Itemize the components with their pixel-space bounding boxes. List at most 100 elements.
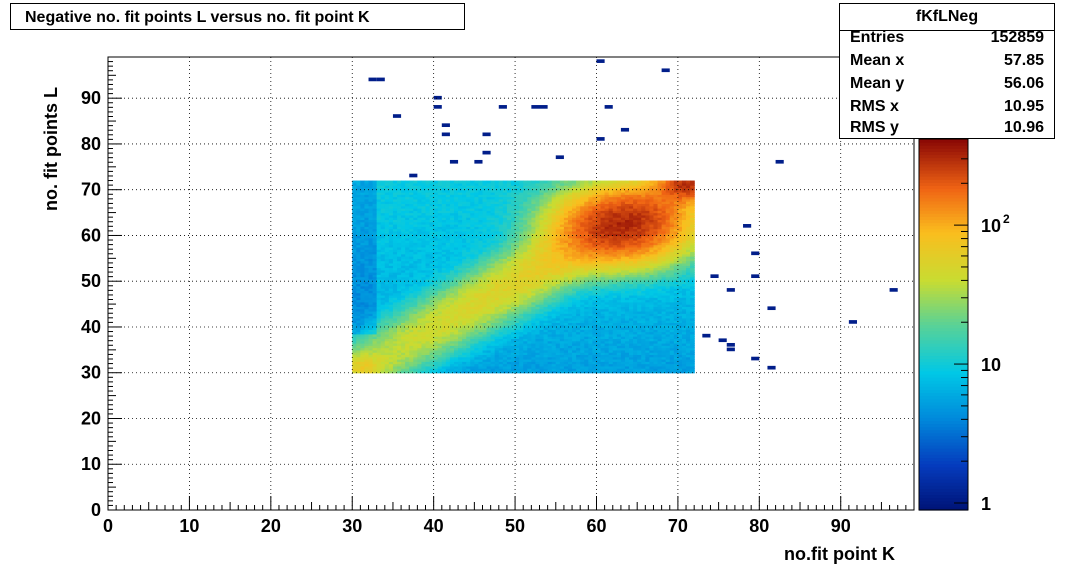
- heatmap-bin: [486, 333, 492, 337]
- heatmap-bin: [401, 345, 406, 349]
- heatmap-bin: [384, 370, 390, 374]
- heatmap-bin: [531, 276, 537, 280]
- heatmap-bin: [384, 272, 390, 275]
- heatmap-bin: [515, 233, 520, 237]
- heatmap-bin: [498, 292, 504, 296]
- heatmap-bin: [531, 338, 537, 342]
- heatmap-bin: [445, 267, 451, 271]
- heatmap-bin: [511, 182, 516, 186]
- heatmap-bin: [437, 258, 443, 262]
- heatmap-bin: [531, 285, 537, 289]
- heatmap-bin: [559, 210, 565, 214]
- heatmap-bin: [421, 294, 427, 298]
- heatmap-bin: [486, 315, 492, 319]
- heatmap-bin: [409, 210, 414, 214]
- heatmap-bin: [429, 278, 435, 282]
- heatmap-bin: [392, 272, 398, 275]
- heatmap-bin: [539, 228, 545, 232]
- heatmap-bin: [449, 352, 455, 356]
- heatmap-bin: [376, 203, 382, 207]
- heatmap-bin: [502, 249, 508, 253]
- heatmap-bin: [466, 210, 471, 214]
- heatmap-bin: [417, 329, 423, 333]
- heatmap-bin: [458, 233, 463, 237]
- heatmap-bin: [551, 196, 557, 200]
- heatmap-bin: [388, 230, 394, 234]
- heatmap-bin: [392, 260, 398, 264]
- heatmap-bin: [539, 352, 545, 356]
- heatmap-bin: [580, 242, 585, 246]
- heatmap-bin: [449, 212, 455, 216]
- heatmap-bin: [563, 288, 569, 291]
- heatmap-bin: [563, 217, 569, 221]
- heatmap-bin: [401, 359, 406, 362]
- heatmap-bin: [384, 361, 390, 365]
- heatmap-bin: [559, 290, 565, 294]
- heatmap-bin: [580, 317, 585, 321]
- heatmap-bin: [356, 262, 361, 266]
- heatmap-bin: [511, 205, 516, 209]
- heatmap-bin: [576, 359, 581, 362]
- heatmap-bin: [392, 331, 398, 335]
- heatmap-bin: [584, 249, 589, 253]
- heatmap-bin: [405, 265, 410, 269]
- heatmap-bin: [498, 338, 504, 342]
- heatmap-bin: [368, 368, 374, 372]
- heatmap-bin: [421, 288, 427, 291]
- heatmap-bin: [405, 191, 410, 195]
- heatmap-bin: [388, 276, 394, 280]
- heatmap-bin: [401, 281, 406, 285]
- heatmap-bin: [356, 256, 361, 259]
- heatmap-bin: [356, 219, 361, 223]
- heatmap-bin: [470, 313, 475, 317]
- heatmap-bin: [368, 219, 374, 223]
- heatmap-bin: [523, 299, 528, 303]
- heatmap-bin: [502, 235, 508, 239]
- heatmap-bin: [563, 281, 569, 285]
- heatmap-bin: [360, 297, 366, 301]
- heatmap-bin: [376, 356, 382, 360]
- heatmap-bin: [388, 333, 394, 337]
- heatmap-bin: [433, 363, 439, 367]
- heatmap-bin: [547, 331, 553, 335]
- heatmap-bin: [429, 214, 435, 218]
- heatmap-bin: [421, 361, 427, 365]
- heatmap-bin: [502, 363, 508, 367]
- heatmap-bin: [356, 278, 361, 282]
- heatmap-bin: [580, 237, 585, 241]
- heatmap-bin: [584, 278, 589, 282]
- heatmap-bin: [401, 301, 406, 305]
- heatmap-bin: [543, 228, 549, 232]
- heatmap-bin: [388, 288, 394, 291]
- heatmap-bin: [433, 313, 439, 317]
- heatmap-bin: [588, 370, 594, 374]
- heatmap-bin: [397, 212, 402, 216]
- heatmap-bin: [474, 313, 480, 317]
- heatmap-bin: [380, 187, 386, 191]
- heatmap-bin: [580, 306, 585, 310]
- heatmap-bin: [417, 315, 423, 319]
- heatmap-bin: [437, 347, 443, 351]
- heatmap-bin: [458, 217, 463, 221]
- heatmap-bin: [401, 363, 406, 367]
- heatmap-bin: [384, 329, 390, 333]
- heatmap-bin: [466, 290, 471, 294]
- heatmap-bin: [576, 310, 581, 314]
- heatmap-bin: [502, 198, 508, 202]
- heatmap-bin: [392, 359, 398, 362]
- heatmap-bin: [588, 320, 594, 323]
- heatmap-bin: [494, 219, 500, 223]
- heatmap-bin: [576, 336, 581, 340]
- heatmap-bin: [506, 333, 512, 337]
- heatmap-bin: [360, 230, 366, 234]
- heatmap-bin: [478, 342, 484, 346]
- heatmap-bin: [384, 338, 390, 342]
- heatmap-bin: [352, 198, 357, 202]
- heatmap-bin: [474, 269, 480, 273]
- heatmap-bin: [417, 201, 423, 205]
- heatmap-bin: [547, 196, 553, 200]
- heatmap-bin: [372, 361, 378, 365]
- heatmap-bin: [555, 285, 561, 289]
- heatmap-bin: [384, 288, 390, 291]
- heatmap-bin: [466, 338, 471, 342]
